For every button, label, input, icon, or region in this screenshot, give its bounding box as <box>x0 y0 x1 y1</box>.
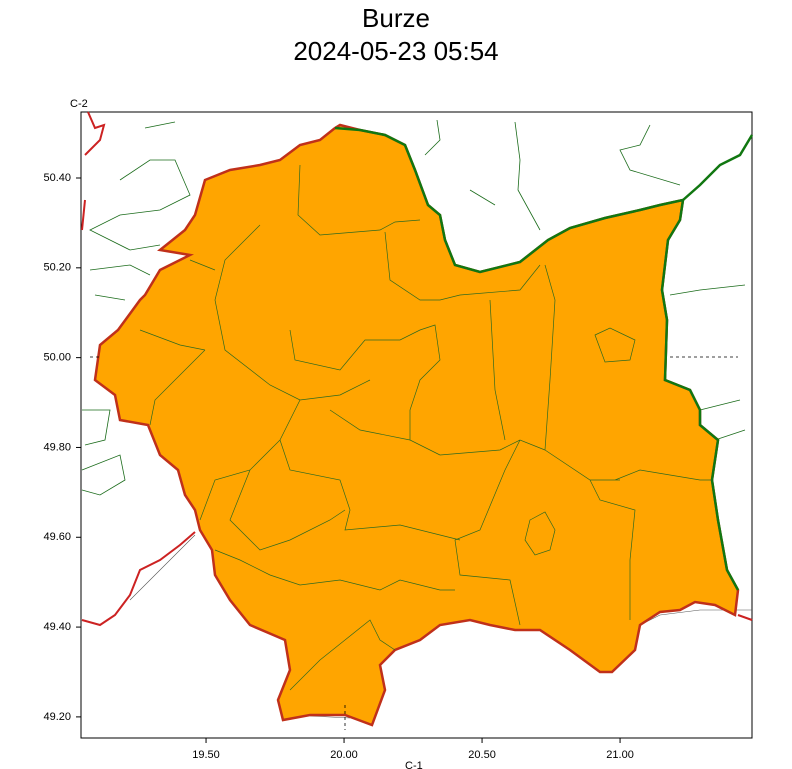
y-tick-label: 49.20 <box>43 711 71 723</box>
y-tick-label: 49.80 <box>43 441 71 453</box>
subtitle: 2024-05-23 05:54 <box>293 36 498 66</box>
y-tick-label: 49.60 <box>43 531 71 543</box>
y-tick-label: 50.00 <box>43 352 71 364</box>
green-border <box>334 126 754 591</box>
x-tick-label: 19.50 <box>192 749 220 761</box>
y-tick-label: 50.40 <box>43 172 71 184</box>
gray-lines <box>129 534 752 719</box>
reference-lines <box>90 356 738 730</box>
x-tick-label: 21.00 <box>606 749 634 761</box>
red-outer-lines <box>81 111 753 627</box>
inner-boundaries <box>139 164 712 691</box>
y-tick-label: 49.40 <box>43 621 71 633</box>
x-tick-label: 20.50 <box>468 749 496 761</box>
y-axis-label: C-2 <box>70 98 88 110</box>
x-axis-label: C-1 <box>405 760 423 769</box>
title: Burze <box>362 3 430 33</box>
outer-boundaries <box>81 119 746 496</box>
x-tick-label: 20.00 <box>330 749 358 761</box>
y-tick-label: 50.20 <box>43 262 71 274</box>
